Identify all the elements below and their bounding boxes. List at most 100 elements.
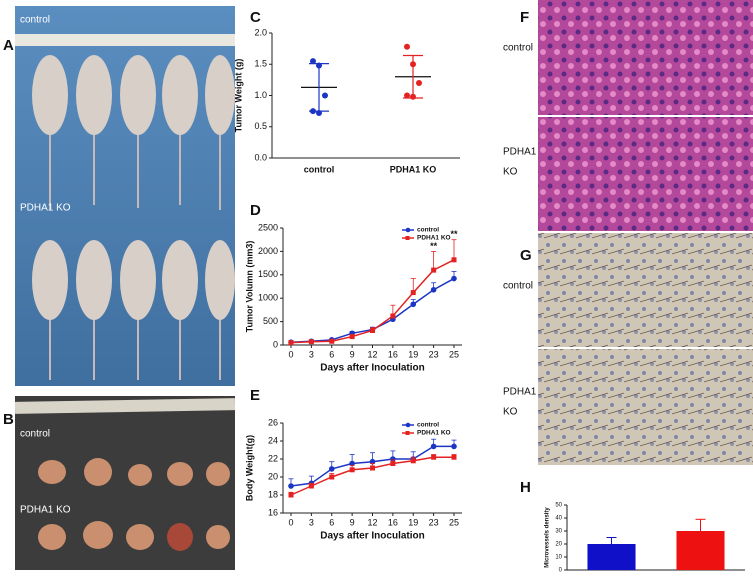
marker [370, 327, 375, 333]
marker [308, 483, 314, 489]
x-tick-label: 16 [388, 517, 398, 527]
bar [676, 531, 725, 570]
y-tick-label: 2500 [258, 222, 278, 232]
x-tick-label: 3 [309, 349, 314, 359]
y-tick-label: 0 [273, 339, 278, 349]
marker [451, 257, 457, 263]
y-tick-label: 26 [268, 417, 278, 427]
y-tick-label: 20 [555, 542, 562, 548]
point [404, 92, 410, 99]
y-tick-label: 1.5 [254, 59, 267, 69]
panel-label: B [3, 411, 14, 428]
photo-a [15, 6, 235, 386]
photo-label: control [20, 429, 50, 440]
panel-label: C [250, 9, 261, 26]
marker [410, 290, 416, 296]
x-tick-label: control [304, 164, 335, 174]
marker [288, 340, 294, 346]
x-tick-label: 23 [429, 349, 439, 359]
legend-label: PDHA1 KO [417, 430, 451, 437]
significance: ** [450, 229, 458, 239]
marker [288, 492, 294, 498]
x-tick-label: 0 [288, 349, 293, 359]
marker [390, 461, 396, 466]
photo-b [14, 396, 236, 570]
x-tick-label: 6 [329, 349, 334, 359]
y-tick-label: 2.0 [254, 27, 267, 37]
x-tick-label: 25 [449, 517, 459, 527]
significance: ** [430, 241, 438, 251]
y-axis-label: Tumor Volumn (mm3) [244, 241, 254, 333]
marker [451, 454, 457, 460]
x-axis-label: Days after Inoculation [320, 531, 424, 542]
x-tick-label: 19 [408, 517, 418, 527]
photo-label: PDHA1 KO [20, 203, 71, 214]
y-tick-label: 22 [268, 453, 278, 463]
legend-label: PDHA1 KO [417, 235, 451, 242]
point [322, 92, 328, 99]
marker [328, 466, 335, 472]
photo-label: control [503, 281, 533, 292]
legend-label: control [417, 422, 439, 429]
point [310, 58, 316, 65]
y-tick-label: 1500 [258, 269, 278, 279]
y-tick-label: 0.5 [254, 121, 267, 131]
legend-marker [405, 422, 411, 428]
marker [410, 301, 417, 308]
legend-marker [405, 227, 411, 233]
x-tick-label: 3 [309, 517, 314, 527]
marker [410, 458, 416, 464]
x-tick-label: 6 [329, 517, 334, 527]
marker [370, 465, 375, 471]
marker [430, 443, 437, 450]
x-tick-label: 0 [288, 517, 293, 527]
marker [349, 467, 355, 473]
point [404, 43, 410, 50]
y-axis-label: Tumor Weight (g) [233, 59, 243, 133]
marker [431, 267, 437, 273]
y-tick-label: 16 [268, 507, 278, 517]
photo-g-control [538, 233, 753, 347]
photo-label: PDHA1 KO [20, 505, 71, 516]
panel-label: F [520, 9, 529, 26]
y-tick-label: 2000 [258, 246, 278, 256]
legend-marker [405, 236, 410, 240]
marker [390, 456, 396, 462]
x-tick-label: 16 [388, 349, 398, 359]
point [416, 80, 422, 86]
x-tick-label: 12 [367, 517, 377, 527]
x-tick-label: 25 [449, 349, 459, 359]
panel-label: H [520, 479, 531, 496]
photo-label: KO [503, 407, 518, 418]
panel-label: E [250, 387, 260, 404]
photo-label: PDHA1 [503, 387, 537, 398]
y-tick-label: 10 [555, 555, 562, 561]
x-axis-label: Days after Inoculation [320, 363, 424, 374]
x-tick-label: PDHA1 KO [390, 164, 437, 174]
panel-label: G [520, 247, 532, 264]
x-tick-label: 23 [429, 517, 439, 527]
legend-label: control [417, 227, 439, 234]
marker [288, 483, 294, 489]
y-tick-label: 1.0 [254, 90, 267, 100]
y-axis-label: Body Weight(g) [244, 435, 254, 501]
marker [430, 286, 437, 293]
y-tick-label: 0.0 [254, 152, 267, 162]
photo-g-ko [538, 349, 753, 465]
marker [431, 454, 437, 460]
photo-label: control [20, 15, 50, 26]
marker [349, 334, 355, 340]
y-tick-label: 18 [268, 489, 278, 499]
x-tick-label: 9 [350, 517, 355, 527]
y-tick-label: 24 [268, 435, 278, 445]
y-tick-label: 50 [555, 503, 562, 509]
y-tick-label: 0 [559, 568, 563, 574]
bar [587, 544, 636, 570]
y-tick-label: 1000 [258, 293, 278, 303]
y-tick-label: 20 [268, 471, 278, 481]
photo-label: control [503, 43, 533, 54]
y-axis-label: Microvessels density [545, 507, 551, 568]
x-tick-label: 9 [350, 349, 355, 359]
marker [329, 474, 335, 480]
